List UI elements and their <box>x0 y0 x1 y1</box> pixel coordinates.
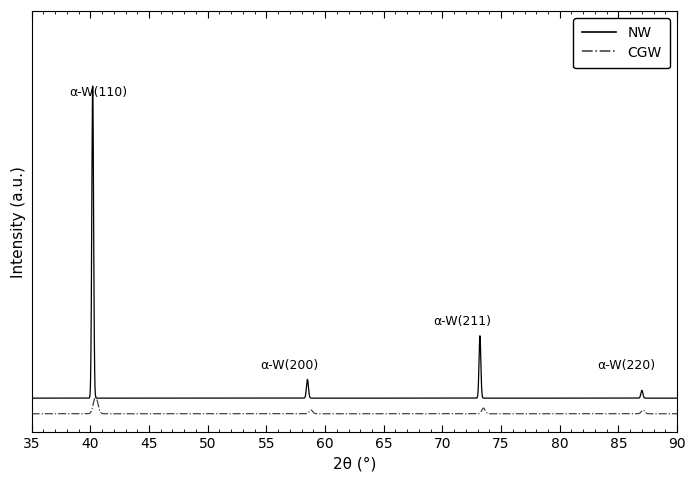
NW <box>89 83 97 89</box>
NW <box>540 395 549 401</box>
CGW <box>438 411 446 417</box>
Text: α-W(110): α-W(110) <box>69 85 128 99</box>
CGW <box>60 411 68 417</box>
NW <box>409 395 418 401</box>
NW <box>261 395 270 401</box>
CGW <box>409 411 418 417</box>
CGW <box>506 411 514 417</box>
NW <box>27 395 36 401</box>
Text: α-W(211): α-W(211) <box>433 315 491 328</box>
NW <box>438 395 446 401</box>
Legend: NW, CGW: NW, CGW <box>574 18 670 68</box>
CGW <box>261 411 270 417</box>
Line: NW: NW <box>31 86 677 398</box>
Text: α-W(220): α-W(220) <box>597 358 655 371</box>
NW <box>673 395 681 401</box>
Line: CGW: CGW <box>31 397 677 414</box>
CGW <box>91 394 100 399</box>
Text: α-W(200): α-W(200) <box>261 358 319 371</box>
CGW <box>27 411 36 417</box>
X-axis label: 2θ (°): 2θ (°) <box>332 457 376 472</box>
NW <box>506 395 514 401</box>
CGW <box>540 411 549 417</box>
NW <box>60 395 68 401</box>
Y-axis label: Intensity (a.u.): Intensity (a.u.) <box>11 166 26 278</box>
CGW <box>673 411 681 417</box>
